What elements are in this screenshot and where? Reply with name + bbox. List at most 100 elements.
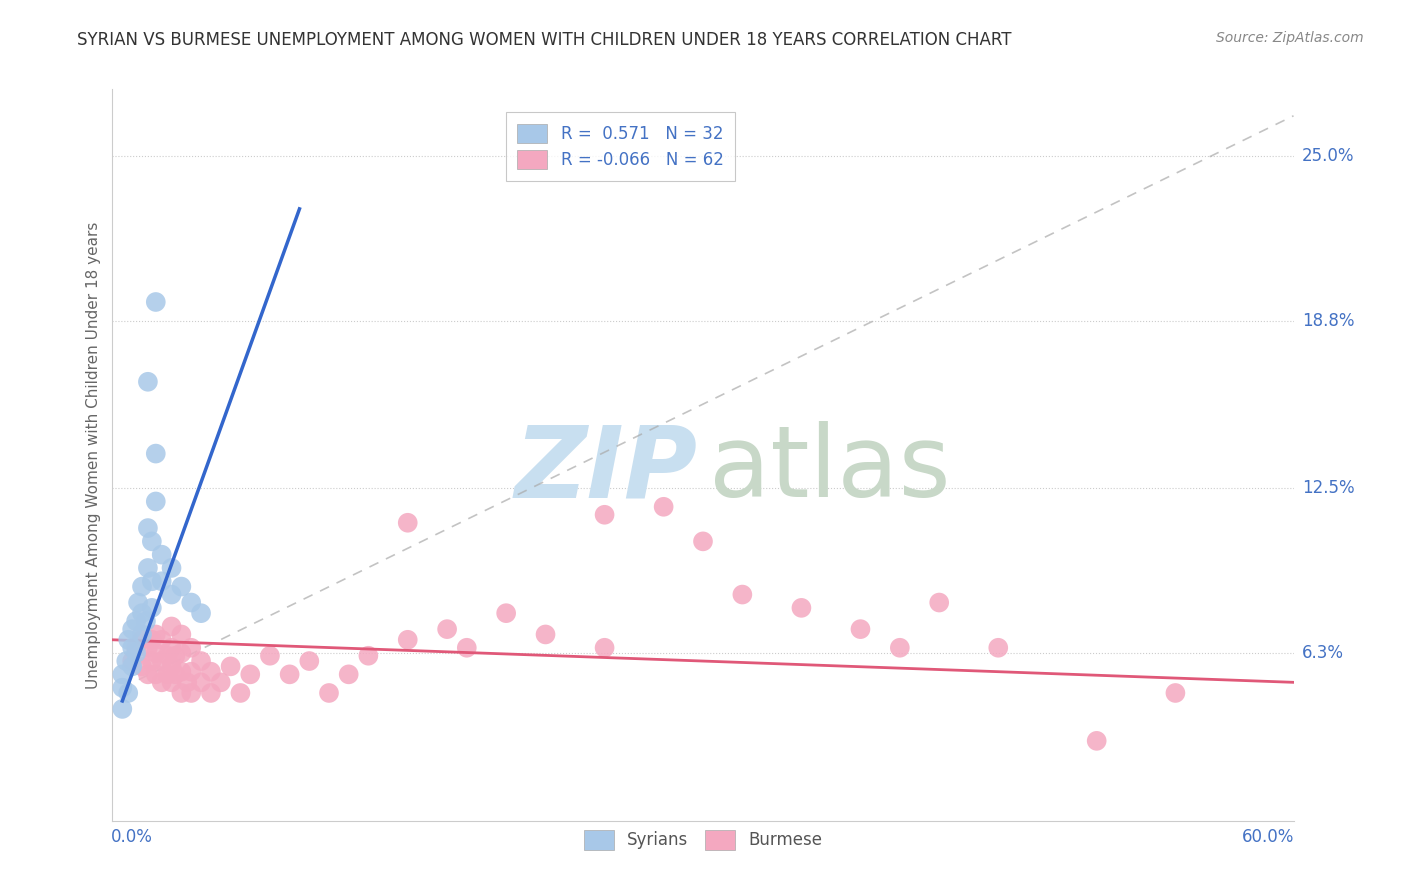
Point [928, 595, 950, 609]
Point [145, 667, 167, 681]
Text: 60.0%: 60.0% [1243, 828, 1295, 846]
Point [150, 675, 173, 690]
Point [141, 534, 163, 549]
Point [125, 614, 148, 628]
Text: SYRIAN VS BURMESE UNEMPLOYMENT AMONG WOMEN WITH CHILDREN UNDER 18 YEARS CORRELAT: SYRIAN VS BURMESE UNEMPLOYMENT AMONG WOM… [77, 31, 1012, 49]
Point [318, 686, 340, 700]
Point [117, 686, 139, 700]
Point [156, 667, 179, 681]
Point [1085, 734, 1108, 748]
Point [131, 659, 153, 673]
Point [180, 640, 202, 655]
Point [160, 588, 183, 602]
Point [131, 606, 153, 620]
Point [125, 646, 148, 660]
Text: 25.0%: 25.0% [1302, 146, 1354, 165]
Point [180, 686, 202, 700]
Point [209, 675, 232, 690]
Point [170, 686, 193, 700]
Point [145, 295, 167, 310]
Point [436, 622, 458, 636]
Point [150, 574, 173, 589]
Text: ZIP: ZIP [515, 421, 697, 518]
Point [121, 622, 143, 636]
Point [396, 516, 419, 530]
Point [790, 600, 813, 615]
Point [170, 646, 193, 660]
Y-axis label: Unemployment Among Women with Children Under 18 years: Unemployment Among Women with Children U… [86, 221, 101, 689]
Text: 12.5%: 12.5% [1302, 479, 1354, 497]
Point [731, 588, 754, 602]
Point [987, 640, 1010, 655]
Point [131, 580, 153, 594]
Point [200, 665, 222, 679]
Point [141, 574, 163, 589]
Point [145, 627, 167, 641]
Point [593, 508, 616, 522]
Point [165, 667, 187, 681]
Point [190, 606, 212, 620]
Point [165, 648, 187, 663]
Point [136, 521, 159, 535]
Point [259, 648, 281, 663]
Point [121, 654, 143, 668]
Text: 6.3%: 6.3% [1302, 644, 1344, 662]
Legend: Syrians, Burmese: Syrians, Burmese [576, 823, 830, 856]
Point [692, 534, 714, 549]
Point [141, 600, 163, 615]
Point [136, 375, 159, 389]
Point [160, 619, 183, 633]
Point [180, 595, 202, 609]
Point [145, 646, 167, 660]
Point [131, 632, 153, 647]
Point [115, 654, 138, 668]
Point [889, 640, 911, 655]
Point [652, 500, 675, 514]
Point [190, 654, 212, 668]
Point [396, 632, 419, 647]
Point [170, 580, 193, 594]
Point [131, 627, 153, 641]
Point [127, 595, 149, 609]
Point [121, 640, 143, 655]
Point [150, 548, 173, 562]
Point [357, 648, 380, 663]
Point [145, 447, 167, 461]
Point [170, 627, 193, 641]
Point [111, 667, 134, 681]
Point [337, 667, 360, 681]
Point [495, 606, 517, 620]
Point [593, 640, 616, 655]
Point [200, 686, 222, 700]
Point [298, 654, 321, 668]
Point [136, 667, 159, 681]
Point [160, 675, 183, 690]
Point [239, 667, 262, 681]
Point [156, 648, 179, 663]
Point [176, 675, 198, 690]
Point [180, 665, 202, 679]
Point [141, 654, 163, 668]
Text: atlas: atlas [709, 421, 950, 518]
Point [135, 614, 157, 628]
Point [534, 627, 557, 641]
Point [117, 632, 139, 647]
Point [278, 667, 301, 681]
Text: 0.0%: 0.0% [111, 828, 153, 846]
Point [160, 659, 183, 673]
Point [141, 632, 163, 647]
Point [150, 632, 173, 647]
Text: Source: ZipAtlas.com: Source: ZipAtlas.com [1216, 31, 1364, 45]
Point [111, 681, 134, 695]
Point [456, 640, 478, 655]
Point [136, 561, 159, 575]
Point [160, 640, 183, 655]
Point [849, 622, 872, 636]
Text: 18.8%: 18.8% [1302, 311, 1354, 330]
Point [125, 640, 148, 655]
Point [229, 686, 252, 700]
Point [145, 494, 167, 508]
Point [1164, 686, 1187, 700]
Point [170, 665, 193, 679]
Point [121, 659, 143, 673]
